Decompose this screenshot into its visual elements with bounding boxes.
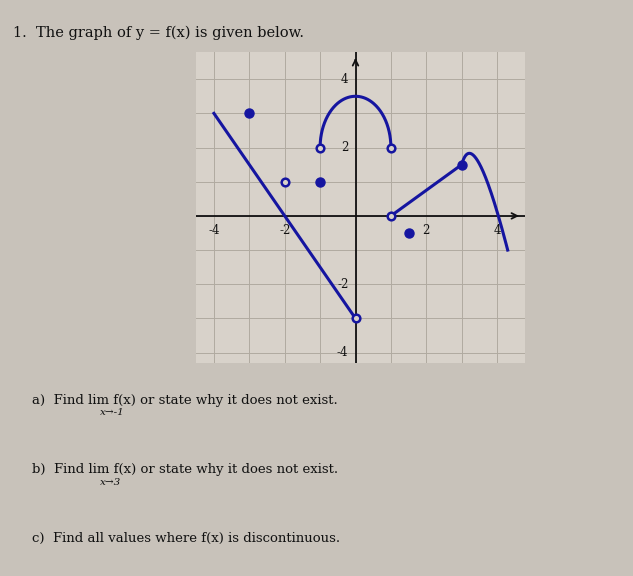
- Text: 2: 2: [341, 141, 348, 154]
- Text: x→3: x→3: [100, 478, 122, 487]
- Text: 2: 2: [423, 225, 430, 237]
- Text: 4: 4: [341, 73, 348, 86]
- Text: 4: 4: [493, 225, 501, 237]
- Text: -4: -4: [208, 225, 220, 237]
- Text: c)  Find all values where f(x) is discontinuous.: c) Find all values where f(x) is discont…: [32, 532, 340, 545]
- Text: -2: -2: [337, 278, 348, 291]
- Text: 1.  The graph of y = f(x) is given below.: 1. The graph of y = f(x) is given below.: [13, 26, 304, 40]
- Text: b)  Find lim f(x) or state why it does not exist.: b) Find lim f(x) or state why it does no…: [32, 463, 338, 476]
- Text: -4: -4: [337, 346, 348, 359]
- Text: a)  Find lim f(x) or state why it does not exist.: a) Find lim f(x) or state why it does no…: [32, 394, 337, 407]
- Text: -2: -2: [279, 225, 291, 237]
- Text: x→-1: x→-1: [100, 408, 125, 418]
